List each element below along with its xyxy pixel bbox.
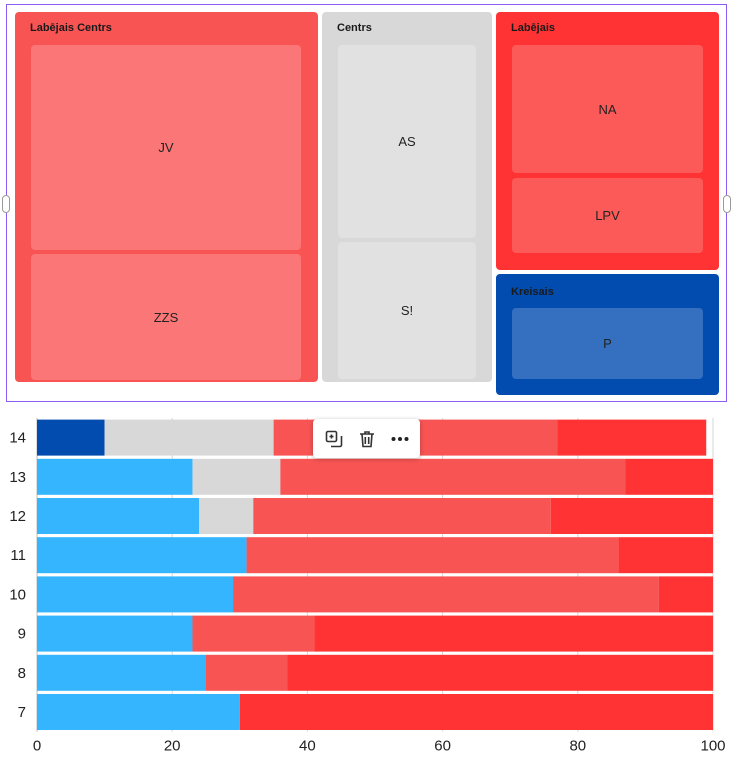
x-tick-label: 20 — [164, 738, 181, 755]
group-label: Labējais — [511, 22, 556, 34]
bar-segment-12-4[interactable] — [550, 498, 713, 534]
bar-segment-10-4[interactable] — [658, 576, 713, 613]
leaf-label: JV — [158, 140, 174, 155]
left-resize-handle[interactable] — [2, 195, 10, 213]
treemap-chart[interactable]: Labējais Centrs JV ZZS Centrs AS S! Labē… — [2, 4, 731, 402]
bar-segment-12-2[interactable] — [199, 498, 254, 534]
bar-segment-11-1[interactable] — [37, 537, 247, 574]
x-tick-label: 0 — [33, 738, 41, 755]
treemap-leaf-lpv[interactable]: LPV — [512, 178, 703, 253]
leaf-label: LPV — [595, 208, 620, 223]
bar-segment-14-2[interactable] — [104, 419, 274, 456]
bar-segment-9-4[interactable] — [314, 615, 713, 652]
y-tick-label: 14 — [9, 430, 26, 447]
bar-segment-12-3[interactable] — [253, 498, 551, 534]
bar-segment-13-2[interactable] — [192, 458, 281, 495]
treemap-group-labejais-centrs[interactable]: Labējais Centrs JV ZZS — [15, 12, 318, 382]
trash-icon[interactable] — [354, 426, 380, 452]
leaf-label: P — [603, 336, 612, 351]
bar-segment-13-4[interactable] — [625, 458, 713, 495]
more-icon[interactable] — [387, 426, 413, 452]
bar-segment-9-1[interactable] — [37, 615, 193, 652]
group-label: Kreisais — [511, 286, 554, 298]
bar-segment-7-1[interactable] — [37, 694, 240, 730]
leaf-label: AS — [398, 134, 416, 149]
bar-segment-8-4[interactable] — [287, 654, 713, 691]
y-tick-label: 9 — [18, 626, 26, 643]
y-tick-label: 8 — [18, 665, 26, 682]
bar-segment-13-3[interactable] — [280, 458, 626, 495]
treemap-leaf-zzs[interactable]: ZZS — [31, 254, 301, 380]
treemap-group-labejais[interactable]: Labējais NA LPV — [496, 12, 719, 270]
duplicate-icon[interactable] — [321, 426, 347, 452]
bar-segment-9-3[interactable] — [192, 615, 315, 652]
bar-segment-10-1[interactable] — [37, 576, 234, 613]
leaf-label: ZZS — [153, 309, 179, 325]
treemap-group-kreisais[interactable]: Kreisais P — [496, 274, 719, 395]
bar-segment-10-3[interactable] — [233, 576, 659, 613]
stacked-bar-chart: 14 13 12 11 10 9 8 7 0 20 40 60 80 100 — [9, 418, 726, 755]
group-label: Centrs — [337, 22, 372, 34]
treemap-leaf-jv[interactable]: JV — [31, 45, 301, 250]
group-label: Labējais Centrs — [30, 22, 112, 34]
treemap-leaf-p[interactable]: P — [512, 308, 703, 379]
y-tick-label: 11 — [10, 547, 26, 564]
treemap-leaf-s[interactable]: S! — [338, 242, 476, 379]
bar-segment-11-4[interactable] — [618, 537, 713, 574]
y-tick-label: 12 — [9, 508, 26, 525]
bar-segment-14-4[interactable] — [557, 419, 707, 456]
x-tick-label: 60 — [434, 738, 451, 755]
bar-segment-11-3[interactable] — [246, 537, 619, 574]
bar-segment-7-4[interactable] — [239, 694, 714, 730]
leaf-label: S! — [400, 303, 414, 318]
y-tick-label: 7 — [18, 704, 26, 721]
bar-segment-13-1[interactable] — [37, 458, 193, 495]
bar-segment-8-3[interactable] — [206, 654, 288, 691]
bar-segment-14-0[interactable] — [37, 419, 105, 456]
bar-segment-8-1[interactable] — [37, 654, 206, 691]
treemap-leaf-na[interactable]: NA — [512, 45, 703, 173]
x-tick-label: 100 — [700, 738, 725, 755]
treemap-leaf-as[interactable]: AS — [338, 45, 476, 238]
right-resize-handle[interactable] — [723, 195, 731, 213]
leaf-label: NA — [598, 101, 617, 117]
treemap-group-centrs[interactable]: Centrs AS S! — [322, 12, 492, 382]
floating-toolbar — [313, 419, 420, 458]
x-tick-label: 80 — [569, 738, 586, 755]
bar-segment-12-1[interactable] — [37, 498, 200, 534]
x-tick-label: 40 — [299, 738, 316, 755]
y-tick-label: 13 — [9, 469, 26, 486]
y-tick-label: 10 — [9, 586, 26, 603]
